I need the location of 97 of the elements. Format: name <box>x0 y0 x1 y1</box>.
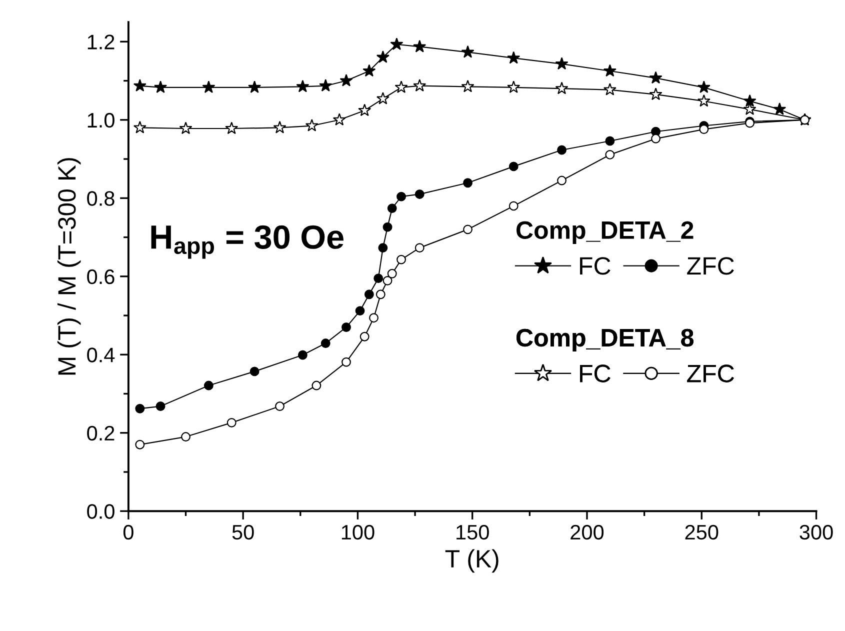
point <box>557 176 566 186</box>
legend-label: ZFC <box>687 364 734 382</box>
point <box>463 224 472 234</box>
point <box>743 94 756 107</box>
point <box>133 79 146 92</box>
point <box>305 118 318 132</box>
point <box>413 79 426 92</box>
point <box>204 380 214 390</box>
point <box>342 357 351 367</box>
point <box>743 102 756 115</box>
x-tick-label: 150 <box>456 524 489 540</box>
point <box>603 64 616 77</box>
point <box>248 80 262 94</box>
point <box>364 290 374 300</box>
point <box>298 350 308 360</box>
x-tick-label: 0 <box>123 524 134 540</box>
point <box>225 122 238 134</box>
point <box>362 64 376 77</box>
point <box>387 204 397 214</box>
point <box>697 80 710 94</box>
point <box>461 45 474 58</box>
point <box>555 82 568 94</box>
point <box>179 122 192 134</box>
point <box>396 254 406 264</box>
y-tick-label: 0.0 <box>87 504 114 519</box>
point <box>355 306 365 316</box>
point <box>508 201 518 211</box>
x-axis-title: T (K) <box>445 549 498 573</box>
point <box>135 404 145 414</box>
y-tick-label: 0.2 <box>87 426 114 441</box>
point <box>202 80 216 94</box>
point <box>376 290 386 300</box>
point <box>382 222 392 232</box>
point <box>374 274 384 284</box>
point <box>387 268 397 278</box>
annotation: H$_{app}$ = 30 Oe <box>151 225 344 259</box>
point <box>332 113 346 126</box>
x-tick-label: 250 <box>685 524 718 540</box>
point <box>507 80 520 94</box>
point <box>319 79 332 92</box>
x-tick-label: 200 <box>570 524 604 540</box>
point <box>369 313 378 323</box>
y-tick-label: 0.6 <box>87 269 114 284</box>
point <box>342 322 351 332</box>
point <box>133 120 146 134</box>
point <box>394 80 408 94</box>
point <box>275 402 284 411</box>
point <box>181 432 190 442</box>
legend-label: FC <box>580 364 610 382</box>
point <box>135 440 145 450</box>
text: Comp_DETA_2 <box>516 221 694 244</box>
legend-label: ZFC <box>687 257 734 275</box>
point <box>413 40 426 52</box>
point <box>649 71 662 84</box>
point <box>320 338 330 348</box>
point <box>360 332 370 342</box>
point <box>226 418 236 428</box>
point <box>555 57 568 70</box>
legend-label: FC <box>580 257 610 275</box>
point <box>557 145 566 155</box>
point <box>603 82 616 96</box>
point <box>156 402 166 411</box>
point <box>649 88 662 100</box>
point <box>382 276 392 286</box>
point <box>461 80 474 92</box>
point <box>699 124 709 134</box>
y-tick-label: 1.0 <box>88 112 114 128</box>
point <box>358 104 372 116</box>
point <box>154 80 168 94</box>
point <box>273 120 286 134</box>
point <box>378 243 388 253</box>
text: Comp_DETA_8 <box>516 328 694 352</box>
point <box>390 38 404 50</box>
point <box>250 366 260 376</box>
point <box>296 80 310 92</box>
point <box>340 74 353 86</box>
y-tick-label: 1.2 <box>88 34 114 50</box>
point <box>508 162 518 172</box>
point <box>414 190 424 199</box>
point <box>376 50 390 63</box>
x-tick-label: 300 <box>800 524 833 540</box>
point <box>463 178 472 188</box>
point <box>651 134 660 144</box>
point <box>605 150 615 160</box>
point <box>414 243 424 253</box>
point <box>773 102 786 115</box>
x-tick-label: 100 <box>342 524 374 540</box>
x-tick-label: 50 <box>232 524 254 540</box>
point <box>396 192 406 202</box>
y-axis-title: M (T) / M (T=300 K) <box>57 158 81 375</box>
y-tick-label: 0.4 <box>87 348 115 362</box>
point <box>507 51 520 64</box>
point <box>312 380 322 390</box>
point <box>376 92 390 104</box>
y-tick-label: 0.8 <box>87 191 114 206</box>
point <box>605 136 615 146</box>
point <box>697 94 710 107</box>
